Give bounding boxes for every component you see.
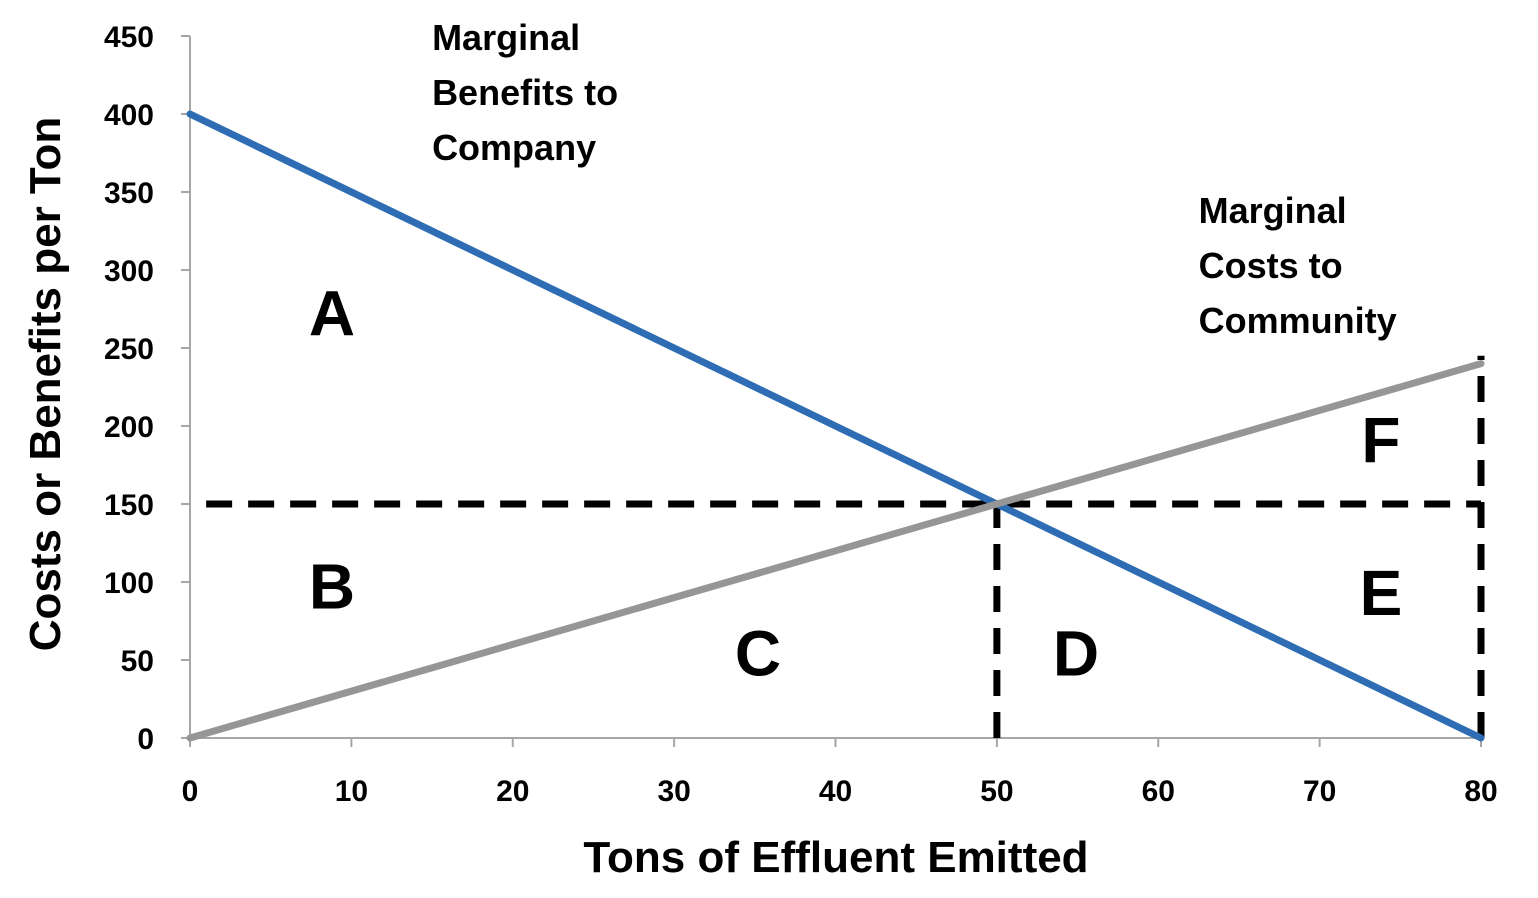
- region-label-a: A: [309, 278, 355, 350]
- region-label-b: B: [309, 551, 355, 623]
- region-label-c: C: [735, 618, 781, 690]
- y-axis-title: Costs or Benefits per Ton: [21, 117, 70, 652]
- y-tick-label: 150: [104, 489, 154, 522]
- x-tick-label: 20: [496, 775, 529, 808]
- series-lines: [186, 110, 1485, 742]
- reference-lines: [206, 355, 1485, 738]
- series-label-1-line-2: Benefits to: [432, 72, 618, 113]
- x-axis-title: Tons of Effluent Emitted: [583, 833, 1088, 882]
- region-label-d: D: [1053, 618, 1099, 690]
- region-label-f: F: [1361, 404, 1400, 476]
- series-label-2-line-2: Costs to: [1199, 245, 1343, 286]
- x-tick-label: 60: [1142, 775, 1175, 808]
- x-tick-label: 30: [657, 775, 690, 808]
- y-tick-label: 100: [104, 567, 154, 600]
- x-tick-label: 70: [1303, 775, 1336, 808]
- series-label-2-line-3: Community: [1199, 300, 1397, 341]
- x-tick-label: 50: [980, 775, 1013, 808]
- region-label-e: E: [1360, 557, 1403, 629]
- series-label-1-line-3: Company: [432, 127, 596, 168]
- x-tick-label: 80: [1464, 775, 1497, 808]
- series-label-1-line-1: Marginal: [432, 17, 580, 58]
- region-labels: A B C D E F: [309, 278, 1402, 690]
- y-tick-label: 300: [104, 255, 154, 288]
- series-label-2-line-1: Marginal: [1199, 190, 1347, 231]
- x-tick-label: 40: [819, 775, 852, 808]
- x-tick-label: 0: [182, 775, 199, 808]
- series-line-1: [186, 110, 1485, 742]
- x-tick-label: 10: [335, 775, 368, 808]
- y-tick-label: 350: [104, 177, 154, 210]
- series-labels: Marginal Benefits to Company Marginal Costs …: [432, 17, 1397, 341]
- y-tick-label: 250: [104, 333, 154, 366]
- y-tick-label: 450: [104, 21, 154, 54]
- series-line-2: [186, 360, 1485, 742]
- y-tick-label: 200: [104, 411, 154, 444]
- axes: 0 50 100 150 200 250 300 350 400 450 0 10 20 30 40 50 60…: [104, 21, 1498, 808]
- y-tick-label: 400: [104, 99, 154, 132]
- y-tick-label: 0: [137, 723, 154, 756]
- y-tick-label: 50: [121, 645, 154, 678]
